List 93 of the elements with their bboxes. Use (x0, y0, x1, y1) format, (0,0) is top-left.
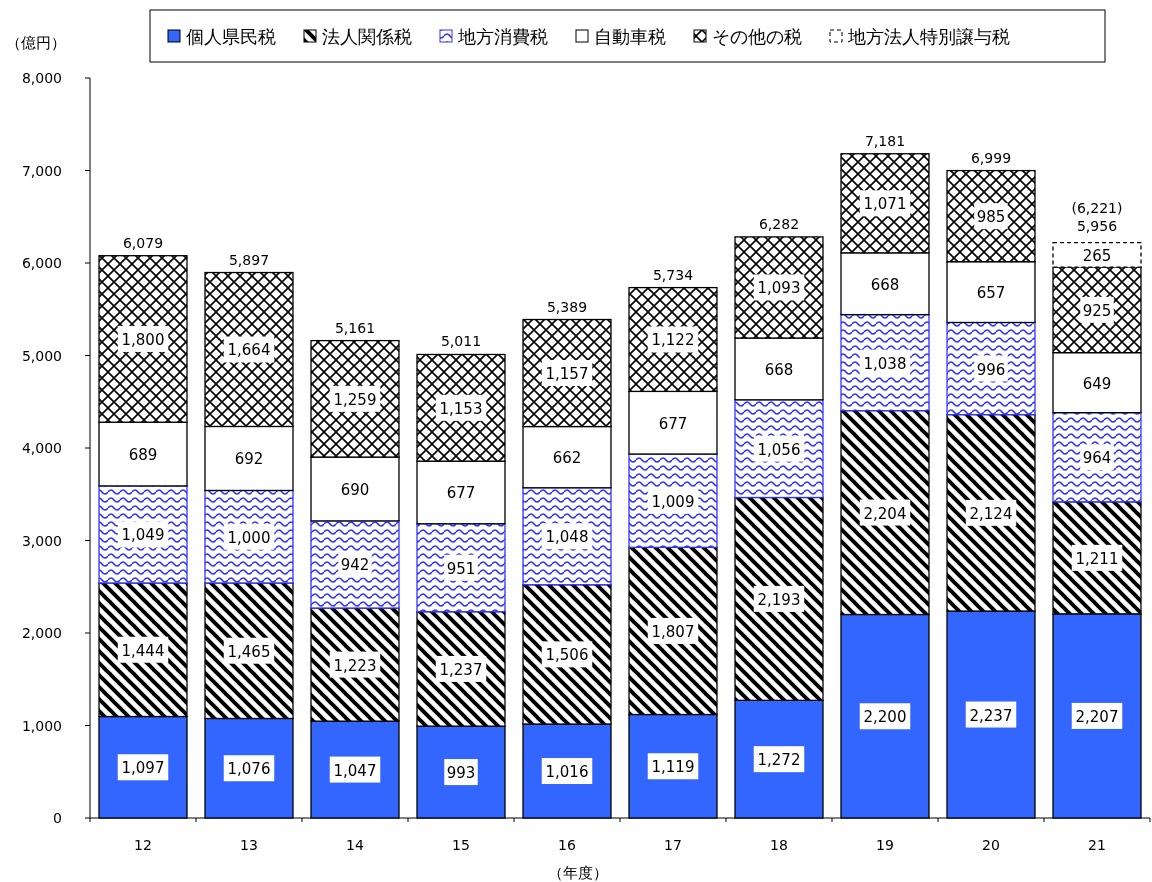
total-label: (6,221) (1071, 199, 1123, 216)
legend-label: 法人関係税 (322, 26, 412, 47)
data-label: 677 (446, 484, 476, 503)
data-label: 1,056 (757, 440, 801, 459)
data-label: 689 (128, 446, 158, 465)
data-label: 1,211 (1075, 549, 1119, 568)
y-tick-label: 6,000 (21, 255, 62, 271)
total-label: 5,734 (652, 266, 694, 283)
x-tick-label: 14 (346, 837, 364, 853)
data-label: 662 (552, 449, 582, 468)
data-label: 265 (1082, 246, 1112, 265)
data-label: 964 (1082, 449, 1112, 468)
data-label: 1,664 (227, 341, 271, 360)
data-label: 1,444 (121, 641, 165, 660)
x-tick-label: 12 (134, 837, 152, 853)
y-tick-label: 5,000 (21, 347, 62, 364)
data-label: 657 (976, 284, 1006, 303)
data-label: 649 (1082, 374, 1112, 393)
x-tick-label: 13 (240, 837, 258, 853)
legend-label: 地方消費税 (457, 26, 548, 47)
x-tick-label: 16 (558, 837, 576, 853)
data-label: 690 (340, 480, 370, 499)
total-label: 5,011 (440, 333, 482, 350)
data-label: 1,223 (333, 656, 377, 675)
data-label: 668 (870, 275, 900, 294)
data-label: 985 (976, 208, 1006, 227)
total-label: 6,079 (122, 234, 164, 251)
y-tick-label: 4,000 (21, 440, 62, 456)
y-tick-label: 7,000 (21, 162, 62, 179)
data-label: 2,200 (863, 708, 907, 727)
data-label: 996 (976, 360, 1006, 379)
x-tick-label: 17 (664, 837, 682, 853)
data-label: 1,119 (651, 758, 695, 777)
y-tick-label: 0 (53, 810, 62, 826)
total-label: 5,897 (228, 251, 270, 268)
data-label: 692 (234, 450, 264, 469)
data-label: 1,076 (227, 760, 271, 779)
data-label: 1,506 (545, 646, 589, 665)
data-label: 1,047 (333, 761, 377, 780)
data-label: 2,193 (757, 590, 801, 609)
data-label: 1,016 (545, 763, 589, 782)
annotation: 5,956 (1076, 218, 1118, 235)
y-axis-title: （億円） (6, 34, 66, 52)
y-tick-label: 3,000 (21, 532, 62, 549)
data-label: 1,009 (651, 492, 695, 511)
data-label: 1,048 (545, 528, 589, 547)
data-label: 2,124 (969, 504, 1013, 523)
y-tick-label: 8,000 (21, 70, 62, 86)
x-tick-label: 15 (452, 837, 470, 853)
legend-label: 自動車税 (594, 26, 666, 47)
bar (310, 520, 400, 609)
data-label: 1,049 (121, 526, 165, 545)
legend-label: 地方法人特別譲与税 (847, 26, 1010, 47)
data-label: 1,272 (757, 751, 801, 770)
data-label: 925 (1082, 301, 1112, 320)
total-label: 5,161 (334, 319, 376, 336)
data-label: 1,157 (545, 365, 589, 384)
data-label: 2,237 (969, 706, 1013, 725)
legend-label: その他の税 (712, 26, 802, 47)
bar (416, 523, 506, 613)
data-label: 2,207 (1075, 707, 1119, 726)
data-label: 668 (764, 360, 794, 379)
data-label: 993 (446, 764, 476, 783)
data-label: 1,122 (651, 331, 695, 350)
x-tick-label: 21 (1088, 837, 1106, 853)
data-label: 1,465 (227, 642, 271, 661)
data-label: 2,204 (863, 504, 907, 523)
data-label: 1,800 (121, 330, 165, 349)
data-label: 1,097 (121, 759, 165, 778)
data-label: 1,237 (439, 660, 483, 679)
data-label: 1,071 (863, 195, 907, 214)
x-axis-title: （年度） (548, 864, 608, 882)
data-label: 951 (446, 559, 476, 578)
total-label: 7,181 (864, 132, 906, 149)
data-label: 1,038 (863, 354, 907, 373)
total-label: 5,389 (546, 298, 588, 315)
data-label: 1,259 (333, 390, 377, 409)
legend-label: 個人県民税 (186, 26, 276, 47)
data-label: 1,153 (439, 399, 483, 418)
x-tick-label: 20 (982, 837, 1000, 853)
x-tick-label: 19 (876, 837, 894, 853)
total-label: 6,999 (970, 149, 1012, 166)
y-tick-label: 1,000 (21, 717, 62, 734)
data-label: 677 (658, 414, 688, 433)
data-label: 1,093 (757, 279, 801, 298)
x-tick-label: 18 (770, 837, 788, 853)
bar (1052, 412, 1142, 503)
data-label: 1,807 (651, 622, 695, 641)
data-label: 942 (340, 556, 370, 575)
bar (946, 321, 1036, 416)
data-label: 1,000 (227, 528, 271, 547)
total-label: 6,282 (758, 215, 800, 232)
y-tick-label: 2,000 (21, 625, 62, 641)
